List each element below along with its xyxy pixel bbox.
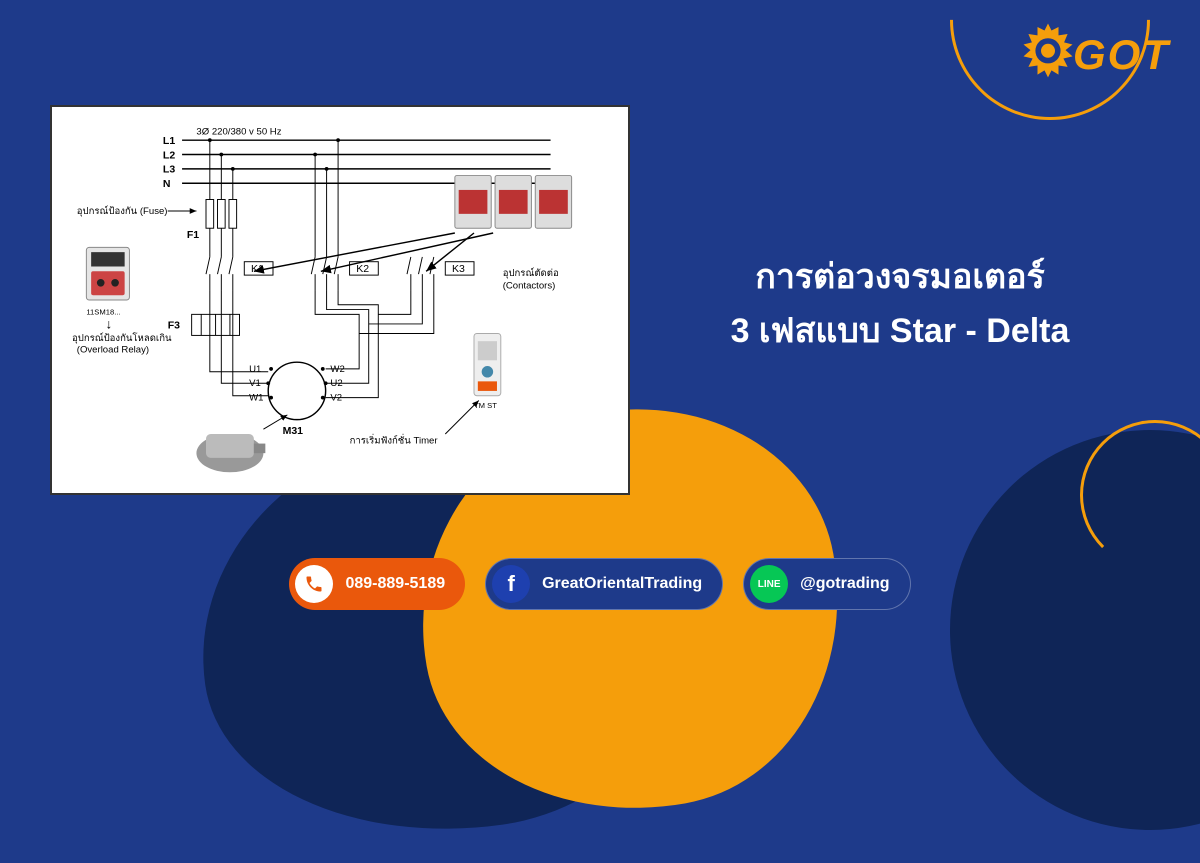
svg-text:K1: K1 bbox=[251, 263, 264, 275]
line-contact[interactable]: LINE @gotrading bbox=[743, 558, 910, 610]
phone-number: 089-889-5189 bbox=[345, 575, 445, 593]
brand-logo: GOT bbox=[1013, 20, 1170, 90]
svg-text:(Contactors): (Contactors) bbox=[503, 281, 556, 292]
svg-text:อุปกรณ์ป้องกัน (Fuse): อุปกรณ์ป้องกัน (Fuse) bbox=[77, 205, 168, 217]
phone-contact[interactable]: 089-889-5189 bbox=[289, 558, 465, 610]
facebook-handle: GreatOrientalTrading bbox=[542, 575, 702, 593]
svg-text:อุปกรณ์ตัดต่อ: อุปกรณ์ตัดต่อ bbox=[503, 267, 559, 279]
phone-icon bbox=[295, 565, 333, 603]
facebook-contact[interactable]: f GreatOrientalTrading bbox=[485, 558, 723, 610]
svg-text:K3: K3 bbox=[452, 263, 465, 275]
svg-text:↓: ↓ bbox=[106, 317, 113, 332]
svg-text:L3: L3 bbox=[163, 164, 175, 176]
svg-text:L1: L1 bbox=[163, 135, 175, 147]
svg-text:N: N bbox=[163, 178, 171, 190]
svg-text:L2: L2 bbox=[163, 149, 175, 161]
facebook-icon: f bbox=[492, 565, 530, 603]
svg-text:F1: F1 bbox=[187, 229, 199, 241]
contact-bar: 089-889-5189 f GreatOrientalTrading LINE… bbox=[0, 558, 1200, 610]
logo-text: GOT bbox=[1073, 31, 1170, 79]
svg-text:M31: M31 bbox=[283, 425, 304, 437]
svg-text:TM ST: TM ST bbox=[474, 401, 497, 410]
svg-text:F3: F3 bbox=[168, 320, 180, 332]
svg-text:U1: U1 bbox=[249, 364, 261, 375]
page-title: การต่อวงจรมอเตอร์ 3 เฟสแบบ Star - Delta bbox=[660, 250, 1140, 359]
svg-text:การเริ่มฟังก์ชั่น Timer: การเริ่มฟังก์ชั่น Timer bbox=[350, 434, 439, 447]
title-line-2: 3 เฟสแบบ Star - Delta bbox=[660, 304, 1140, 358]
circuit-diagram: 3Ø 220/380 v 50 Hz L1 L2 L3 N อุปกรณ์ป้อ… bbox=[50, 105, 630, 495]
svg-text:(Overload Relay): (Overload Relay) bbox=[77, 345, 149, 356]
gear-icon bbox=[1013, 20, 1083, 90]
svg-text:อุปกรณ์ป้องกันโหลดเกิน: อุปกรณ์ป้องกันโหลดเกิน bbox=[72, 332, 172, 344]
line-handle: @gotrading bbox=[800, 575, 889, 593]
svg-text:3Ø 220/380 v 50 Hz: 3Ø 220/380 v 50 Hz bbox=[196, 126, 281, 137]
title-line-1: การต่อวงจรมอเตอร์ bbox=[660, 250, 1140, 304]
svg-text:K2: K2 bbox=[356, 263, 369, 275]
line-icon: LINE bbox=[750, 565, 788, 603]
svg-text:W1: W1 bbox=[249, 393, 263, 404]
svg-text:11SM18...: 11SM18... bbox=[86, 307, 120, 316]
